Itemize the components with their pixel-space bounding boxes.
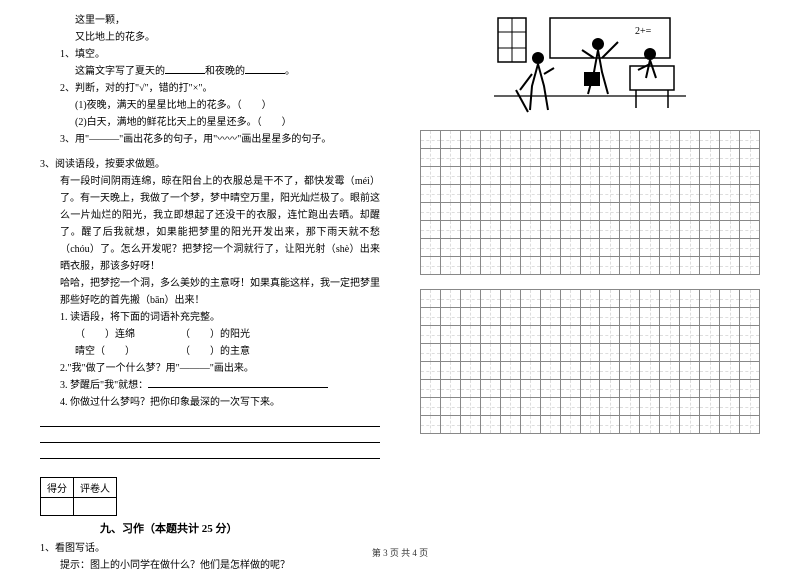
q1-text-a: 这篇文字写了夏天的 [75, 66, 165, 77]
writing-line[interactable] [40, 445, 380, 459]
poem-line-1: 这里一颗， [40, 12, 380, 29]
q1-text-b: 和夜晚的 [205, 66, 245, 77]
sub3: 3. 梦醒后"我"就想： [40, 377, 380, 394]
fill-blank[interactable] [165, 64, 205, 74]
q1-text-c: 。 [285, 66, 295, 77]
writing-line[interactable] [40, 413, 380, 427]
sub1-row1a: （ ）连绵 [75, 329, 135, 340]
poem-line-2: 又比地上的花多。 [40, 29, 380, 46]
task1-hint: 提示：图上的小同学在做什么？他们是怎样做的呢？ [40, 557, 380, 574]
passage-paragraph-2: 哈哈，把梦挖一个洞，多么美妙的主意呀！如果真能这样，我一定把梦里那些好吃的首先搬… [40, 275, 380, 309]
q2-label: 2、判断，对的打"√"，错的打"×"。 [40, 80, 380, 97]
left-column: 这里一颗， 又比地上的花多。 1、填空。 这篇文字写了夏天的 和夜晚的 。 2、判断… [30, 12, 400, 553]
sub1-label: 1. 读语段，将下面的词语补充完整。 [40, 309, 380, 326]
sub2: 2."我"做了一个什么梦？用"———"画出来。 [40, 360, 380, 377]
sub1-row2b: （ ）的主意 [180, 346, 250, 357]
page-number: 第 3 页 共 4 页 [0, 546, 800, 559]
q1-label: 1、填空。 [40, 46, 380, 63]
grader-cell[interactable] [74, 498, 117, 516]
grader-label: 评卷人 [74, 478, 117, 498]
sub3-text: 3. 梦醒后"我"就想： [60, 380, 148, 391]
writing-grid-2[interactable] [420, 289, 760, 434]
fill-blank[interactable] [245, 64, 285, 74]
score-cell[interactable] [41, 498, 74, 516]
sub4: 4. 你做过什么梦吗？把你印象最深的一次写下来。 [40, 394, 380, 411]
writing-grid-1[interactable] [420, 130, 760, 275]
fill-blank[interactable] [148, 378, 328, 388]
sub1-row2a: 晴空（ ） [75, 346, 135, 357]
score-label: 得分 [41, 478, 74, 498]
q2-item-1: (1)夜晚，满天的星星比地上的花多。（ ） [40, 97, 380, 114]
q2-item-2: (2)白天，满地的鲜花比天上的星星还多。（ ） [40, 114, 380, 131]
sub1-row-1: （ ）连绵 （ ）的阳光 [40, 326, 380, 343]
classroom-illustration: 2+= [490, 12, 690, 122]
passage-paragraph-1: 有一段时间阴雨连绵，晾在阳台上的衣服总是干不了，都快发霉（méi）了。有一天晚上… [40, 173, 380, 275]
q1-text: 这篇文字写了夏天的 和夜晚的 。 [40, 63, 380, 80]
sub1-row-2: 晴空（ ） （ ）的主意 [40, 343, 380, 360]
sub1-row1b: （ ）的阳光 [180, 329, 250, 340]
section-9-title: 九、习作（本题共计 25 分） [100, 520, 380, 536]
score-table: 得分 评卷人 [40, 477, 117, 516]
right-column: 2+= [400, 12, 770, 553]
passage3-label: 3、阅读语段，按要求做题。 [40, 156, 380, 173]
svg-text:2+=: 2+= [635, 26, 652, 37]
writing-line[interactable] [40, 429, 380, 443]
q3-label: 3、用"———"画出花多的句子，用"〰〰"画出星星多的句子。 [40, 131, 380, 148]
